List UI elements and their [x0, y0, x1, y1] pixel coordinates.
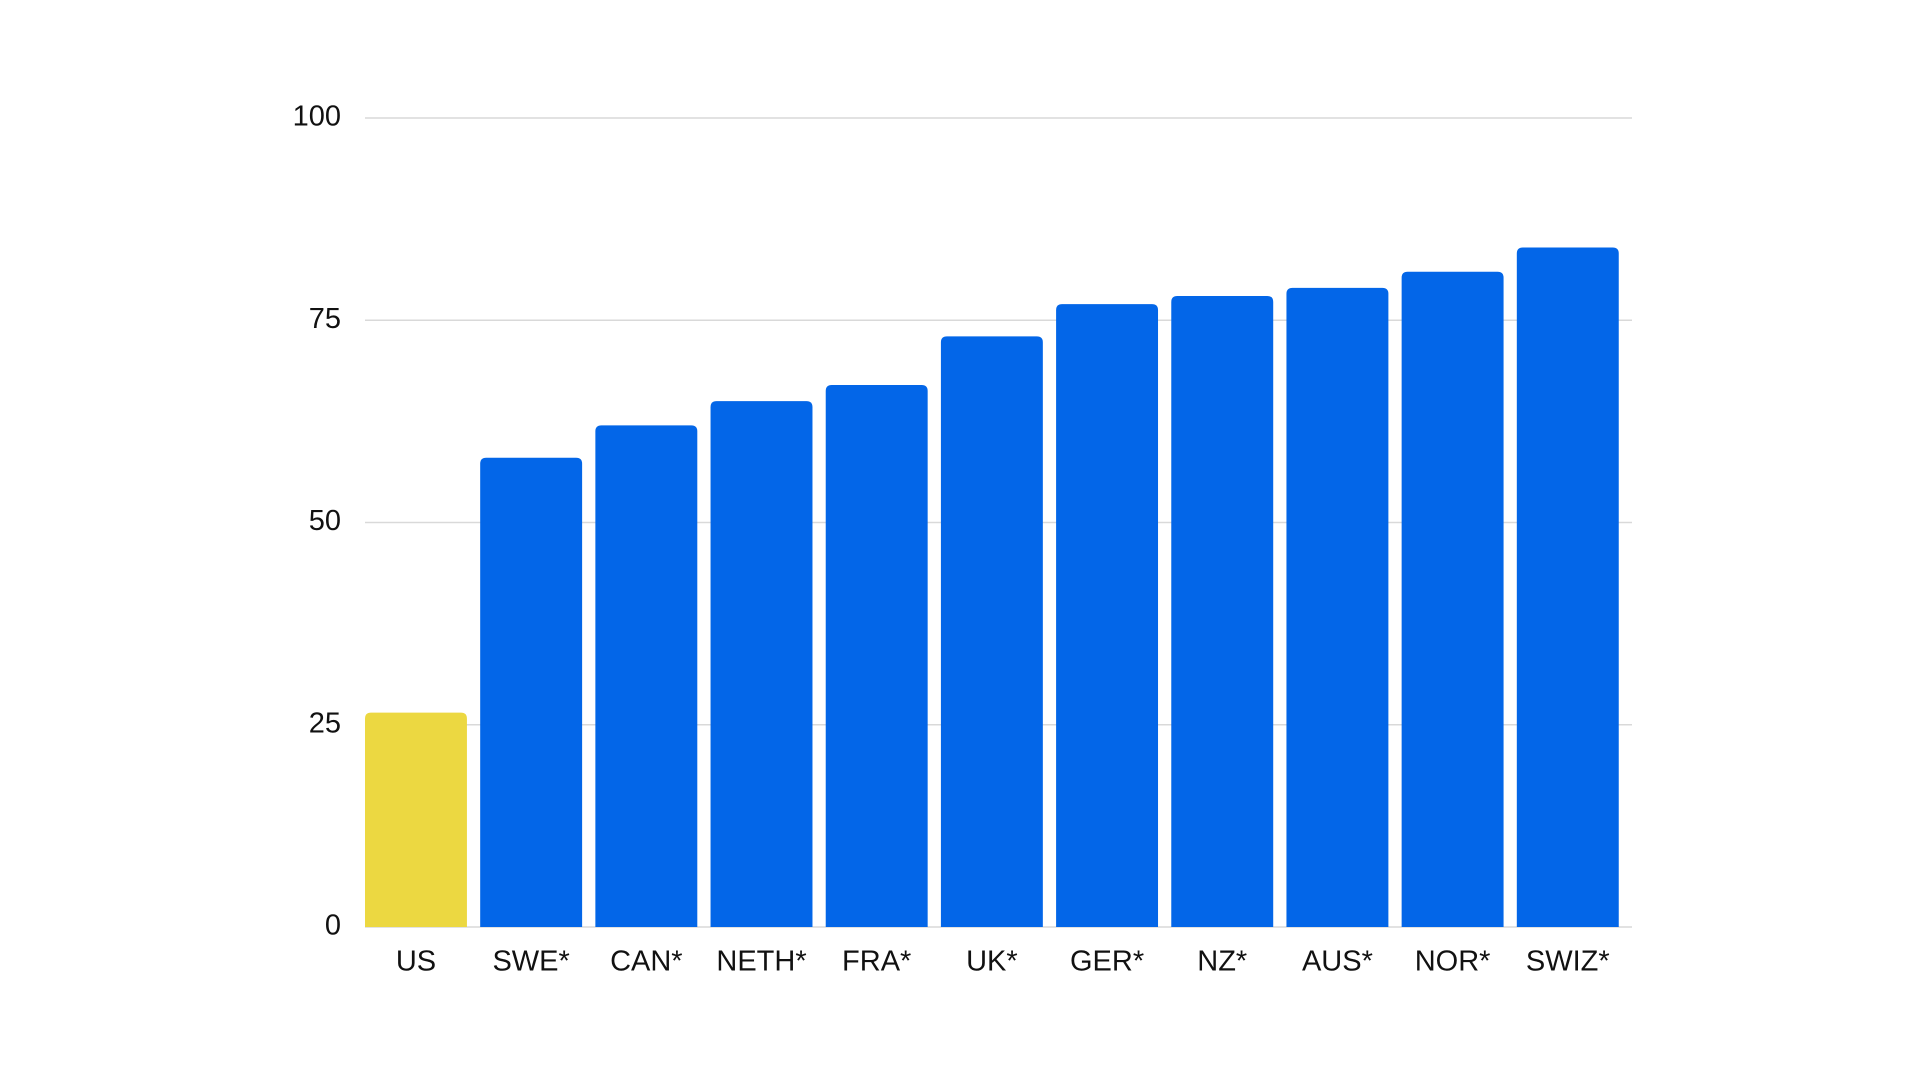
bar — [1516, 247, 1619, 927]
x-tick-label: FRA* — [842, 946, 911, 978]
x-tick-label: SWIZ* — [1526, 946, 1610, 978]
bar — [365, 712, 467, 927]
bar — [1056, 304, 1159, 927]
bar — [710, 401, 813, 927]
x-tick-label: GER* — [1070, 946, 1144, 978]
x-tick-label: US — [396, 946, 436, 978]
bar — [595, 425, 698, 927]
x-tick-label: UK* — [966, 946, 1018, 978]
y-tick-label: 25 — [309, 707, 341, 739]
x-tick-label: CAN* — [610, 946, 683, 978]
x-tick-label: SWE* — [492, 946, 569, 978]
y-tick-label: 0 — [325, 910, 341, 942]
bar — [825, 384, 928, 928]
y-tick-label: 50 — [309, 505, 341, 537]
x-tick-label: NZ* — [1197, 946, 1247, 978]
y-tick-label: 75 — [309, 303, 341, 335]
bar — [940, 336, 1043, 927]
y-tick-label: 100 — [293, 101, 341, 133]
x-tick-label: NOR* — [1415, 946, 1491, 978]
bar — [480, 457, 583, 927]
bar — [1401, 271, 1504, 928]
x-tick-label: AUS* — [1302, 946, 1373, 978]
bar — [1286, 287, 1389, 927]
bar — [1171, 295, 1274, 928]
x-tick-label: NETH* — [716, 946, 806, 978]
